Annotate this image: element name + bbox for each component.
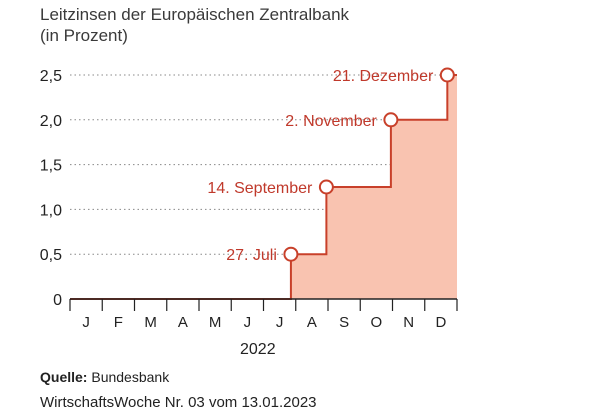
source-label: Quelle: [40,369,88,385]
x-tick-label: O [371,314,383,331]
x-tick-label: A [307,314,317,331]
annotation-label: 21. Dezember [333,68,434,85]
annotation-marker [383,112,399,128]
source-line: Quelle: Bundesbank [40,369,169,385]
rate-chart: 0 0,5 1,0 1,5 2,0 2,5 J F M A M J J A S O N D 27. Juli 14. … [40,67,458,331]
x-axis-year-label: 2022 [240,341,276,358]
y-tick-label: 2,5 [40,68,62,85]
publication-note: WirtschaftsWoche Nr. 03 vom 13.01.2023 [40,394,317,411]
rate-line [70,74,457,300]
y-tick-label: 1,5 [40,158,62,175]
source-value: Bundesbank [87,369,170,385]
annotation-marker [439,67,455,83]
x-tick-label: F [114,314,123,331]
rate-area [70,75,457,299]
annotation-marker [318,179,334,195]
title-line-2: (in Prozent) [40,26,128,45]
y-tick-label: 1,0 [40,202,62,219]
x-tick-label: J [82,314,90,331]
x-tick-label: S [339,314,349,331]
title-line-1: Leitzinsen der Europäischen Zentralbank [40,5,350,24]
y-tick-label: 2,0 [40,113,62,130]
x-tick-label: A [178,314,188,331]
x-tick-label: M [209,314,222,331]
x-tick-label: M [144,314,157,331]
chart-title: Leitzinsen der Europäischen Zentralbank … [40,4,349,46]
annotation-label: 2. November [285,113,377,130]
x-tick-label: N [403,314,414,331]
y-tick-label: 0,5 [40,247,62,264]
annotation-label: 27. Juli [226,247,277,264]
annotation-label: 14. September [207,180,313,197]
y-tick-label: 0 [53,292,62,309]
annotation-marker [283,246,299,262]
x-tick-label: J [276,314,284,331]
x-tick-label: D [435,314,446,331]
x-tick-label: J [244,314,252,331]
